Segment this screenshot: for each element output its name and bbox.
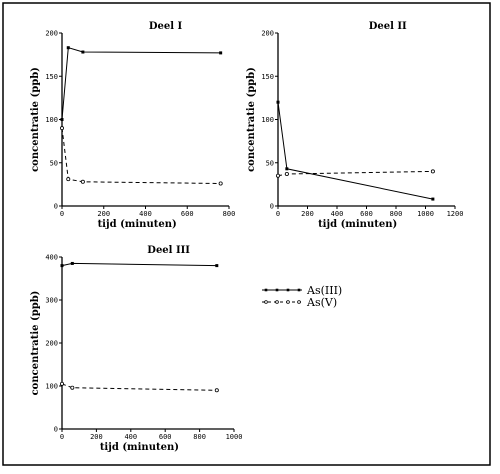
data-point [276, 100, 280, 104]
y-tick-label: 150 [45, 73, 58, 81]
series-line-as-iii [61, 262, 217, 267]
y-tick-label: 0 [54, 426, 58, 434]
chart-title: Deel III [147, 245, 190, 256]
figure-frame [2, 2, 491, 466]
y-tick-label: 100 [45, 383, 58, 391]
data-point [219, 51, 223, 55]
chart-panel-1: 0 200 400 600 800 0 50 100 150 200 Deel I tijd (min… [30, 21, 235, 230]
x-tick-label: 1000 [417, 210, 434, 218]
legend-marker [275, 300, 279, 304]
x-tick-label: 800 [193, 433, 206, 441]
y-tick-label: 150 [261, 73, 274, 81]
data-point [431, 197, 435, 201]
data-point [275, 173, 280, 178]
legend-label: As(III) [306, 284, 342, 297]
data-point [60, 381, 65, 386]
chart-title: Deel I [149, 21, 183, 32]
data-point [60, 126, 65, 131]
chart-title: Deel II [369, 21, 407, 32]
y-axis-label: concentratie (ppb) [30, 67, 41, 172]
legend-marker [264, 288, 268, 292]
data-point [60, 118, 64, 121]
y-tick-label: 0 [54, 203, 58, 211]
chart-panel-2: 0 200 400 600 800 1000 1200 0 50 100 150 200 Deel II… [246, 21, 463, 230]
data-point [285, 167, 289, 171]
y-axis-label: concentratie (ppb) [30, 291, 41, 396]
x-axis-label: tijd (minuten) [100, 442, 179, 453]
x-axis-label: tijd (minuten) [98, 219, 177, 230]
data-point [284, 171, 289, 176]
series-line-as-iii [61, 47, 221, 120]
y-tick-label: 200 [45, 30, 58, 38]
data-point [66, 177, 71, 182]
data-point [66, 46, 70, 50]
legend-marker [286, 288, 290, 292]
data-point [70, 385, 75, 390]
y-axis-label: concentratie (ppb) [246, 67, 257, 172]
x-tick-label: 200 [301, 210, 314, 218]
series-line-as-v [61, 128, 221, 184]
y-tick-label: 50 [266, 159, 274, 167]
x-axis-label: tijd (minuten) [318, 219, 397, 230]
x-tick-label: 800 [390, 210, 403, 218]
x-tick-label: 200 [97, 210, 110, 218]
x-tick-label: 1000 [226, 433, 243, 441]
x-tick-label: 200 [90, 433, 103, 441]
y-tick-label: 400 [45, 254, 58, 262]
data-point [218, 181, 223, 186]
legend-marker [264, 300, 268, 304]
data-point [60, 264, 64, 268]
y-tick-label: 100 [45, 116, 58, 124]
data-point [430, 169, 435, 174]
y-tick-label: 0 [270, 203, 274, 211]
y-tick-label: 50 [50, 159, 58, 167]
chart-panel-3: 0 200 400 600 800 1000 0 100 200 300 400 Deel III ti… [30, 245, 242, 453]
x-tick-label: 400 [331, 210, 344, 218]
data-point [215, 264, 219, 268]
legend-marker [297, 300, 301, 304]
x-tick-label: 600 [181, 210, 194, 218]
legend-marker [275, 288, 279, 292]
y-tick-label: 200 [45, 340, 58, 348]
x-tick-label: 0 [60, 210, 64, 218]
legend-label: As(V) [306, 296, 337, 309]
x-tick-label: 400 [124, 433, 137, 441]
legend-marker [297, 288, 301, 292]
x-tick-label: 600 [360, 210, 373, 218]
x-tick-label: 0 [276, 210, 280, 218]
x-tick-label: 0 [60, 433, 64, 441]
x-tick-label: 800 [223, 210, 236, 218]
data-point [81, 50, 85, 54]
series-line-as-v [61, 383, 217, 391]
x-tick-label: 400 [139, 210, 152, 218]
charts: 0 200 400 600 800 0 50 100 150 200 Deel I tijd (min… [30, 21, 463, 453]
series-line-as-iii [277, 102, 434, 200]
data-point [80, 179, 85, 184]
x-tick-label: 1200 [447, 210, 464, 218]
y-tick-label: 100 [261, 116, 274, 124]
y-tick-label: 300 [45, 297, 58, 305]
x-tick-label: 600 [159, 433, 172, 441]
data-point [214, 388, 219, 393]
legend: As(III)As(V) [262, 284, 342, 309]
y-tick-label: 200 [261, 30, 274, 38]
data-point [70, 261, 74, 265]
legend-marker [286, 300, 290, 304]
